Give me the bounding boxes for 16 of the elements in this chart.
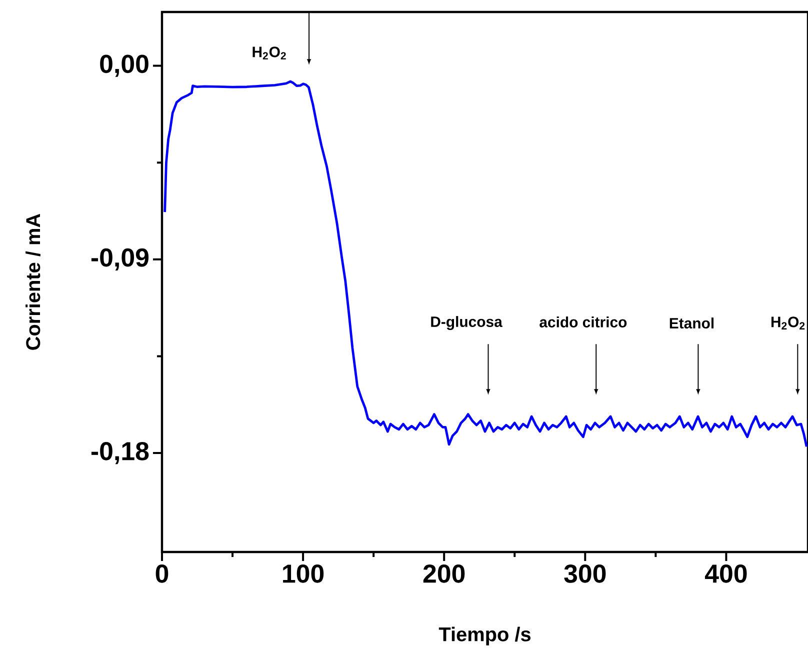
x-tick-label: 300 (564, 564, 606, 583)
y-tick-label: -0,09 (91, 248, 149, 270)
annotation: Etanol (670, 318, 714, 329)
annotation: acido citrico (540, 316, 627, 328)
annotation: D-glucosa (431, 316, 502, 330)
y-tick-label: -0,18 (91, 442, 149, 464)
annotation: H$_{2}$O$_{2}$ (252, 46, 286, 60)
x-tick-label: 0 (156, 564, 168, 583)
y-tick-label: 0,00 (100, 54, 148, 77)
y-axis-title: Corriente / mA (26, 214, 40, 350)
x-tick-label: 400 (704, 564, 747, 583)
annotation: H$_{2}$O$_{2}$ (771, 316, 805, 330)
x-tick-label: 100 (283, 564, 324, 583)
x-tick-label: 200 (423, 564, 465, 583)
line-series (164, 80, 808, 448)
x-axis-title: Tiempo /s (438, 626, 530, 646)
